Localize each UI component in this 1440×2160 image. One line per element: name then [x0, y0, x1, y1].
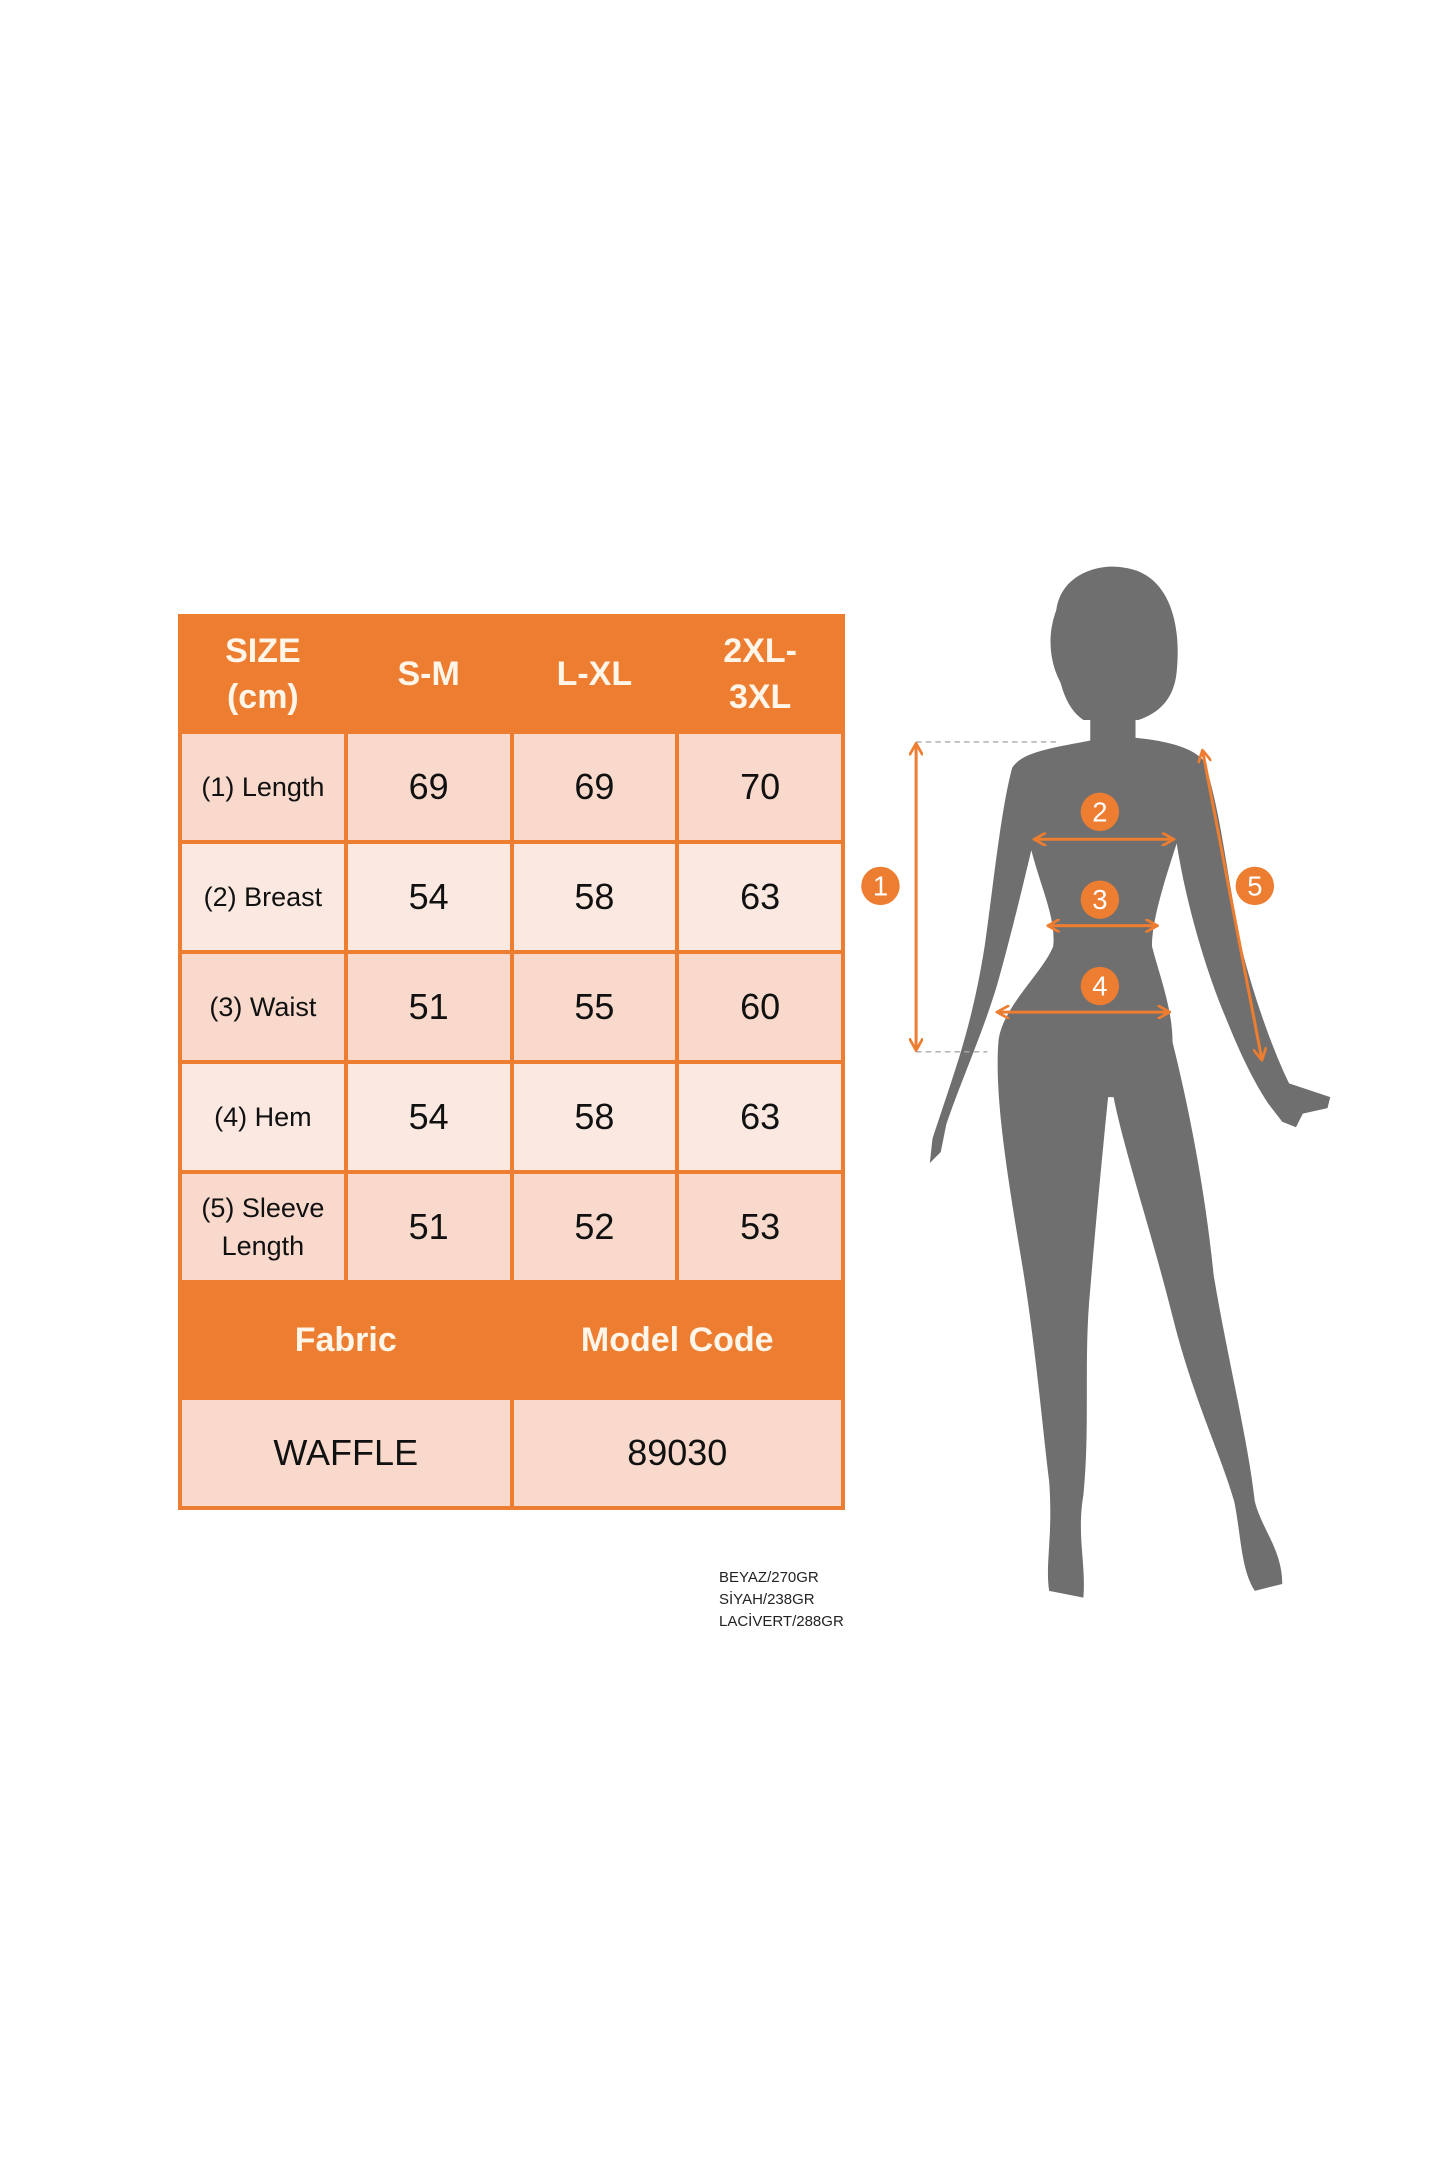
model-code-label: Model Code: [509, 1280, 845, 1400]
row-label-line2: Length: [221, 1231, 305, 1261]
cell: 53: [675, 1170, 845, 1284]
cell: 58: [509, 1060, 680, 1174]
fabric-value-row: WAFFLE 89030: [178, 1396, 845, 1510]
table-row: (2) Breast 54 58 63: [178, 840, 845, 954]
header-size-line2: (cm): [226, 678, 299, 716]
row-label: (5) Sleeve Length: [178, 1170, 348, 1284]
marker-5: 5: [1235, 866, 1275, 906]
header-xxl-line1: 2XL-: [723, 632, 797, 670]
fabric-header-row: Fabric Model Code: [178, 1280, 845, 1400]
header-s-m: S-M: [343, 614, 514, 734]
weight-line: LACİVERT/288GR: [719, 1613, 844, 1630]
svg-text:1: 1: [873, 871, 888, 902]
header-l-xl: L-XL: [509, 614, 680, 734]
weight-line: BEYAZ/270GR: [719, 1569, 819, 1586]
fabric-label: Fabric: [178, 1280, 514, 1400]
model-code-value: 89030: [509, 1396, 845, 1510]
row-label: (3) Waist: [178, 950, 348, 1064]
header-2xl-3xl: 2XL- 3XL: [675, 614, 845, 734]
cell: 69: [509, 730, 680, 844]
header-size: SIZE (cm): [178, 614, 348, 734]
row-label: (4) Hem: [178, 1060, 348, 1174]
marker-1: 1: [861, 866, 900, 906]
row-label: (1) Length: [178, 730, 348, 844]
marker-3: 3: [1080, 880, 1120, 919]
table-row: (3) Waist 51 55 60: [178, 950, 845, 1064]
svg-text:5: 5: [1247, 871, 1262, 902]
table-header-row: SIZE (cm) S-M L-XL 2XL- 3XL: [178, 614, 845, 734]
table-row: (1) Length 69 69 70: [178, 730, 845, 844]
row-label: (2) Breast: [178, 840, 348, 954]
size-chart-table: SIZE (cm) S-M L-XL 2XL- 3XL (1) Length 69 …: [178, 614, 845, 1510]
header-size-line1: SIZE: [225, 632, 301, 670]
row-label-line1: (5) Sleeve: [201, 1193, 325, 1223]
cell: 51: [343, 950, 514, 1064]
svg-text:2: 2: [1092, 796, 1107, 827]
cell: 63: [675, 1060, 845, 1174]
sleeve-arrow: [1203, 752, 1262, 1059]
header-xxl-line2: 3XL: [728, 678, 792, 716]
cell: 69: [343, 730, 514, 844]
marker-4: 4: [1080, 966, 1120, 1006]
cell: 54: [343, 840, 514, 954]
woman-silhouette-icon: [929, 566, 1331, 1598]
cell: 52: [509, 1170, 680, 1284]
cell: 60: [675, 950, 845, 1064]
weight-line: SİYAH/238GR: [719, 1591, 815, 1608]
cell: 70: [675, 730, 845, 844]
table-row: (5) Sleeve Length 51 52 53: [178, 1170, 845, 1284]
table-row: (4) Hem 54 58 63: [178, 1060, 845, 1174]
cell: 63: [675, 840, 845, 954]
svg-text:4: 4: [1092, 971, 1107, 1002]
marker-2: 2: [1080, 792, 1120, 832]
cell: 54: [343, 1060, 514, 1174]
cell: 58: [509, 840, 680, 954]
cell: 51: [343, 1170, 514, 1284]
fabric-value: WAFFLE: [178, 1396, 514, 1510]
svg-text:3: 3: [1092, 884, 1107, 915]
fabric-weights-note: BEYAZ/270GR SİYAH/238GR LACİVERT/288GR: [719, 1567, 844, 1633]
cell: 55: [509, 950, 680, 1064]
